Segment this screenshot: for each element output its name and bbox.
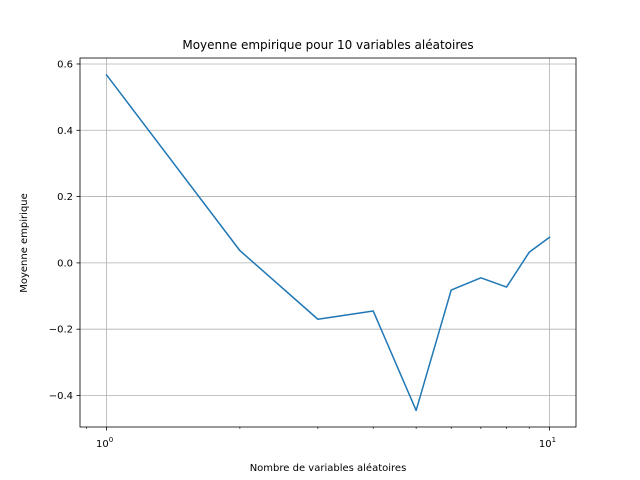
y-tick-label: 0.0	[57, 258, 73, 269]
y-axis-ticks: 0.6 0.4 0.2 0.0 −0.2 −0.4	[49, 59, 80, 402]
y-axis-label: Moyenne empirique	[19, 193, 30, 293]
y-tick-label: 0.4	[57, 126, 73, 137]
series-line	[105, 73, 551, 412]
chart-title: Moyenne empirique pour 10 variables aléa…	[182, 38, 473, 52]
x-tick-label: 100	[96, 436, 113, 450]
y-tick-label: 0.2	[57, 192, 73, 203]
x-axis-label: Nombre de variables aléatoires	[250, 462, 407, 474]
grid-lines	[80, 58, 576, 427]
plot-frame	[79, 57, 577, 428]
y-tick-label: −0.4	[49, 391, 73, 402]
y-tick-label: −0.2	[49, 325, 73, 336]
series-group	[105, 73, 551, 412]
x-axis-ticks: 100 101	[85, 427, 556, 450]
x-tick-label: 101	[539, 436, 556, 450]
y-tick-label: 0.6	[57, 59, 73, 70]
